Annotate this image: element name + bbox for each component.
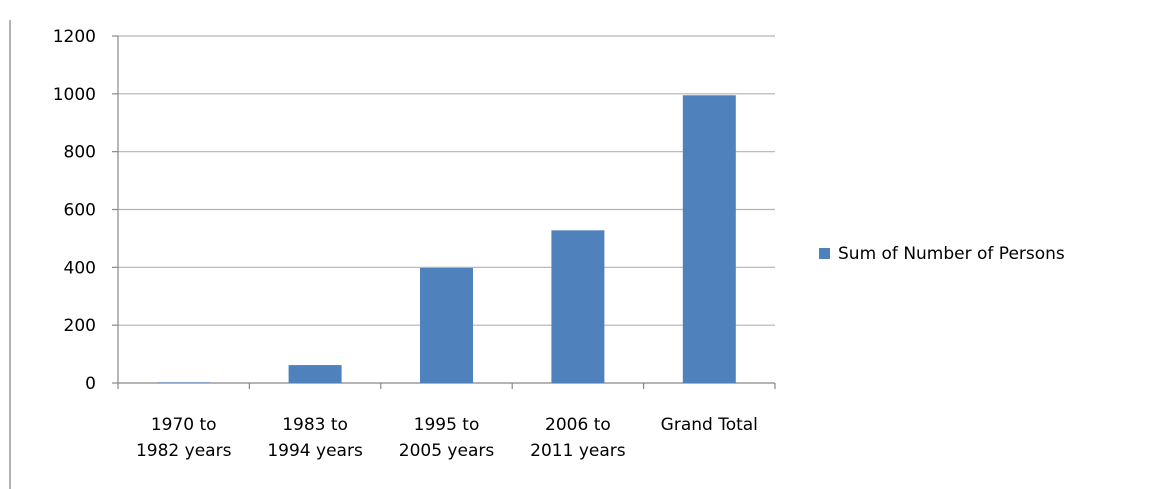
legend: Sum of Number of Persons — [819, 244, 1065, 264]
y-tick-label: 400 — [64, 258, 96, 278]
x-category-label: 2006 to 2011 years — [530, 415, 626, 461]
x-category-label-line: 1970 to — [151, 415, 217, 435]
x-category-label: 1983 to 1994 years — [267, 415, 363, 461]
y-tick-label: 1200 — [53, 27, 96, 47]
x-category-label-line: 1982 years — [136, 441, 232, 461]
x-category-label-line: 1983 to — [282, 415, 348, 435]
y-tick-label: 800 — [64, 143, 96, 163]
x-category-label-line: 1994 years — [267, 441, 363, 461]
x-category-label-line: 1995 to — [414, 415, 480, 435]
x-category-label-line: 2006 to — [545, 415, 611, 435]
x-category-label: Grand Total — [661, 415, 758, 435]
y-tick-label: 200 — [64, 316, 96, 336]
bar-2 — [420, 267, 473, 383]
bar-1 — [288, 365, 342, 383]
gridlines — [118, 35, 775, 326]
bar-0 — [157, 382, 211, 383]
legend-label: Sum of Number of Persons — [838, 244, 1065, 264]
x-category-label-line: 2011 years — [530, 441, 626, 461]
y-tick-label: 0 — [85, 374, 96, 394]
x-category-label: 1970 to 1982 years — [136, 415, 232, 461]
x-category-label-line: 2005 years — [399, 441, 495, 461]
x-category-label: 1995 to 2005 years — [399, 415, 495, 461]
x-axis-categories: 1970 to 1982 years 1983 to 1994 years 1995 t… — [136, 415, 758, 461]
bars — [157, 95, 736, 383]
legend-swatch — [819, 248, 830, 259]
x-category-label-line: Grand Total — [661, 415, 758, 435]
bar-4 — [682, 95, 736, 383]
y-tick-label: 600 — [64, 201, 96, 221]
y-axis-ticks: 0 200 400 600 800 1000 1200 — [53, 27, 118, 394]
y-tick-label: 1000 — [53, 85, 96, 105]
bar-3 — [551, 230, 605, 383]
